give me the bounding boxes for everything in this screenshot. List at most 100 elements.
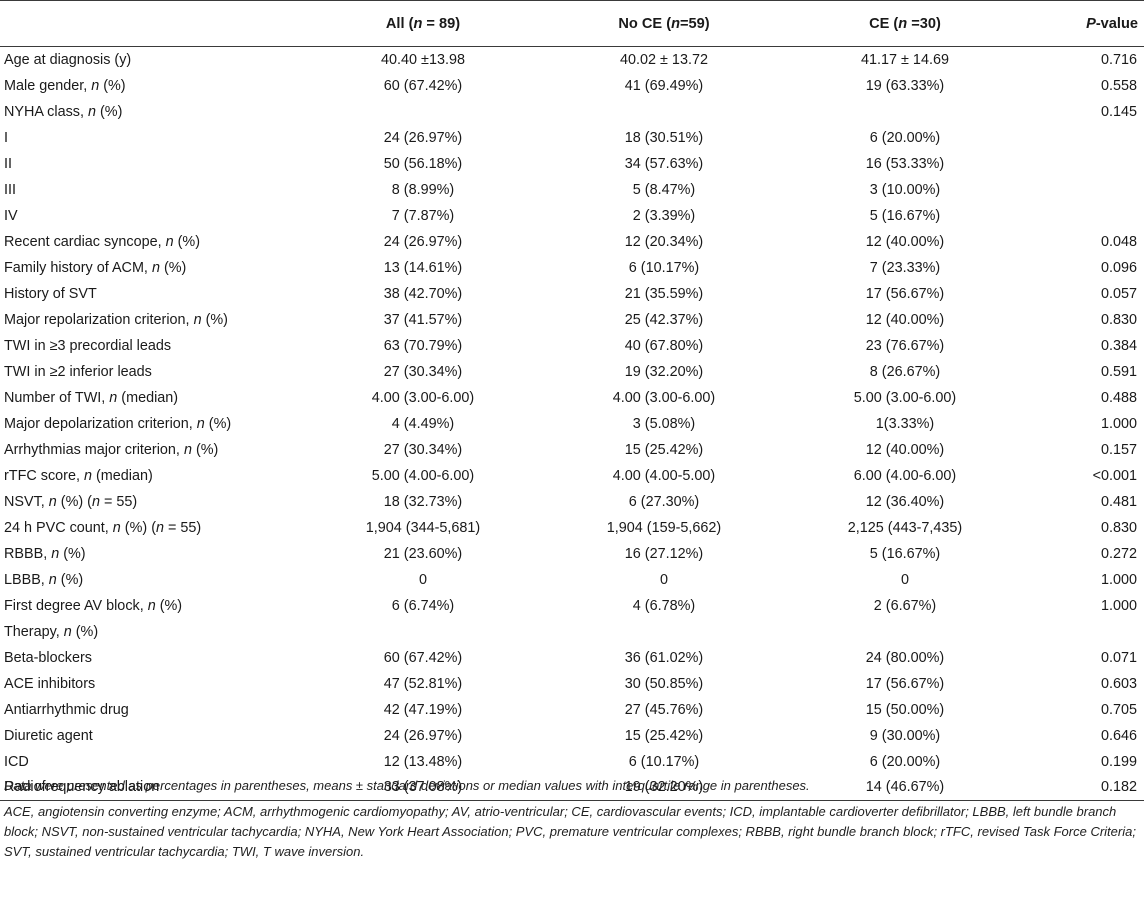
- table-row: Radiofrequency ablation 33 (37.08%) 19 (32…: [0, 774, 1144, 801]
- row-label: Major depolarization criterion, n (%): [4, 415, 232, 432]
- cell-no-ce: 18 (30.51%): [624, 129, 704, 146]
- cell-ce: 8 (26.67%): [869, 363, 941, 380]
- cell-all: 38 (42.70%): [383, 285, 463, 302]
- cell-p-value: [1028, 125, 1144, 151]
- cell-no-ce: 4.00 (3.00-6.00): [612, 389, 716, 406]
- table-body: Age at diagnosis (y) 40.40 ±13.98 40.02 ± …: [0, 47, 1144, 801]
- cell-p-value: 0.057: [1100, 285, 1137, 302]
- cell-ce: 24 (80.00%): [865, 649, 945, 666]
- cell-no-ce: 4.00 (4.00-5.00): [612, 467, 716, 484]
- cell-ce: 17 (56.67%): [865, 675, 945, 692]
- cell-no-ce: 0: [659, 571, 668, 588]
- table-row: NYHA class, n (%) 0.145: [0, 99, 1144, 125]
- cell-ce: 0: [900, 571, 909, 588]
- cell-no-ce: 4 (6.78%): [632, 597, 696, 614]
- row-label: Age at diagnosis (y): [4, 51, 132, 68]
- cell-all: 4.00 (3.00-6.00): [371, 389, 475, 406]
- cell-no-ce: 6 (27.30%): [628, 493, 700, 510]
- cell-no-ce: [546, 99, 782, 125]
- table-footnotes: Data were presented as percentages in pa…: [4, 776, 1140, 868]
- table-row: Arrhythmias major criterion, n (%) 27 (30…: [0, 437, 1144, 463]
- header-p-value: P-value: [1028, 0, 1144, 47]
- cell-ce: 17 (56.67%): [865, 285, 945, 302]
- cell-no-ce: 40 (67.80%): [624, 337, 704, 354]
- cell-p-value: [1028, 177, 1144, 203]
- cell-ce: 23 (76.67%): [865, 337, 945, 354]
- table-row: Therapy, n (%): [0, 619, 1144, 645]
- cell-all: 27 (30.34%): [383, 363, 463, 380]
- cell-all: 60 (67.42%): [383, 649, 463, 666]
- cell-all: 40.40 ±13.98: [381, 51, 465, 68]
- table-row: ACE inhibitors 47 (52.81%) 30 (50.85%) 17 (…: [0, 671, 1144, 697]
- cell-p-value: 0.157: [1100, 441, 1137, 458]
- cell-all: 13 (14.61%): [383, 259, 463, 276]
- cell-no-ce: 5 (8.47%): [632, 181, 696, 198]
- cell-p-value: 0.591: [1100, 363, 1137, 380]
- cell-p-value: 0.488: [1100, 389, 1137, 406]
- cell-ce: 6 (20.00%): [869, 753, 941, 770]
- row-label: First degree AV block, n (%): [4, 597, 183, 614]
- cell-ce: 12 (36.40%): [865, 493, 945, 510]
- cell-ce: 5 (16.67%): [869, 207, 941, 224]
- cell-p-value: 1.000: [1100, 415, 1137, 432]
- row-label: Male gender, n (%): [4, 77, 126, 94]
- row-label: History of SVT: [4, 285, 97, 302]
- cell-ce: 7 (23.33%): [869, 259, 941, 276]
- characteristics-table: All (n = 89) No CE (n=59) CE (n =30) P-v…: [0, 0, 1144, 801]
- cell-no-ce: [546, 619, 782, 645]
- cell-all: 60 (67.42%): [383, 77, 463, 94]
- cell-all: 37 (41.57%): [383, 311, 463, 328]
- cell-p-value: 0.048: [1100, 233, 1137, 250]
- table-row: I 24 (26.97%) 18 (30.51%) 6 (20.00%): [0, 125, 1144, 151]
- cell-all: 8 (8.99%): [391, 181, 455, 198]
- cell-ce: [782, 619, 1028, 645]
- table-row: 24 h PVC count, n (%) (n = 55) 1,904 (344…: [0, 515, 1144, 541]
- cell-no-ce: 15 (25.42%): [624, 727, 704, 744]
- cell-all: 0: [418, 571, 427, 588]
- row-label: ACE inhibitors: [4, 675, 96, 692]
- cell-p-value: 0.481: [1100, 493, 1137, 510]
- cell-all: 27 (30.34%): [383, 441, 463, 458]
- table-row: ICD 12 (13.48%) 6 (10.17%) 6 (20.00%) 0.199: [0, 749, 1144, 775]
- table-row: rTFC score, n (median) 5.00 (4.00-6.00) 4.…: [0, 463, 1144, 489]
- table-row: Major repolarization criterion, n (%) 37 …: [0, 307, 1144, 333]
- cell-ce: 9 (30.00%): [869, 727, 941, 744]
- row-label: Antiarrhythmic drug: [4, 701, 129, 718]
- cell-no-ce: 30 (50.85%): [624, 675, 704, 692]
- cell-ce: 14 (46.67%): [782, 774, 1028, 801]
- table-row: NSVT, n (%) (n = 55) 18 (32.73%) 6 (27.30%…: [0, 489, 1144, 515]
- cell-all: 33 (37.08%): [300, 774, 546, 801]
- row-label: Beta-blockers: [4, 649, 92, 666]
- table-header: All (n = 89) No CE (n=59) CE (n =30) P-v…: [0, 0, 1144, 47]
- cell-all: 5.00 (4.00-6.00): [371, 467, 475, 484]
- row-label: LBBB, n (%): [4, 571, 84, 588]
- cell-all: 7 (7.87%): [391, 207, 455, 224]
- header-ce: CE (n =30): [782, 0, 1028, 47]
- cell-p-value: 0.182: [1028, 774, 1144, 801]
- cell-all: 47 (52.81%): [383, 675, 463, 692]
- table-row: II 50 (56.18%) 34 (57.63%) 16 (53.33%): [0, 151, 1144, 177]
- cell-all: 6 (6.74%): [391, 597, 455, 614]
- cell-no-ce: 41 (69.49%): [624, 77, 704, 94]
- cell-p-value: [1028, 151, 1144, 177]
- cell-p-value: 0.646: [1100, 727, 1137, 744]
- table-row: Antiarrhythmic drug 42 (47.19%) 27 (45.76%…: [0, 697, 1144, 723]
- header-variable: [0, 0, 300, 47]
- table-row: IV 7 (7.87%) 2 (3.39%) 5 (16.67%): [0, 203, 1144, 229]
- table-row: Recent cardiac syncope, n (%) 24 (26.97%)…: [0, 229, 1144, 255]
- cell-all: 42 (47.19%): [383, 701, 463, 718]
- cell-ce: 5 (16.67%): [869, 545, 941, 562]
- cell-all: 50 (56.18%): [383, 155, 463, 172]
- cell-p-value: 0.145: [1100, 103, 1137, 120]
- cell-ce: 41.17 ± 14.69: [861, 51, 949, 68]
- cell-p-value: <0.001: [1092, 467, 1137, 484]
- cell-p-value: 0.558: [1100, 77, 1137, 94]
- cell-no-ce: 36 (61.02%): [624, 649, 704, 666]
- footnote-abbreviations: ACE, angiotensin converting enzyme; ACM,…: [4, 804, 1136, 859]
- cell-no-ce: 34 (57.63%): [624, 155, 704, 172]
- table-row: Age at diagnosis (y) 40.40 ±13.98 40.02 ± …: [0, 47, 1144, 73]
- row-label: TWI in ≥2 inferior leads: [4, 363, 152, 380]
- cell-ce: 19 (63.33%): [865, 77, 945, 94]
- table-row: III 8 (8.99%) 5 (8.47%) 3 (10.00%): [0, 177, 1144, 203]
- cell-no-ce: 1,904 (159-5,662): [606, 519, 722, 536]
